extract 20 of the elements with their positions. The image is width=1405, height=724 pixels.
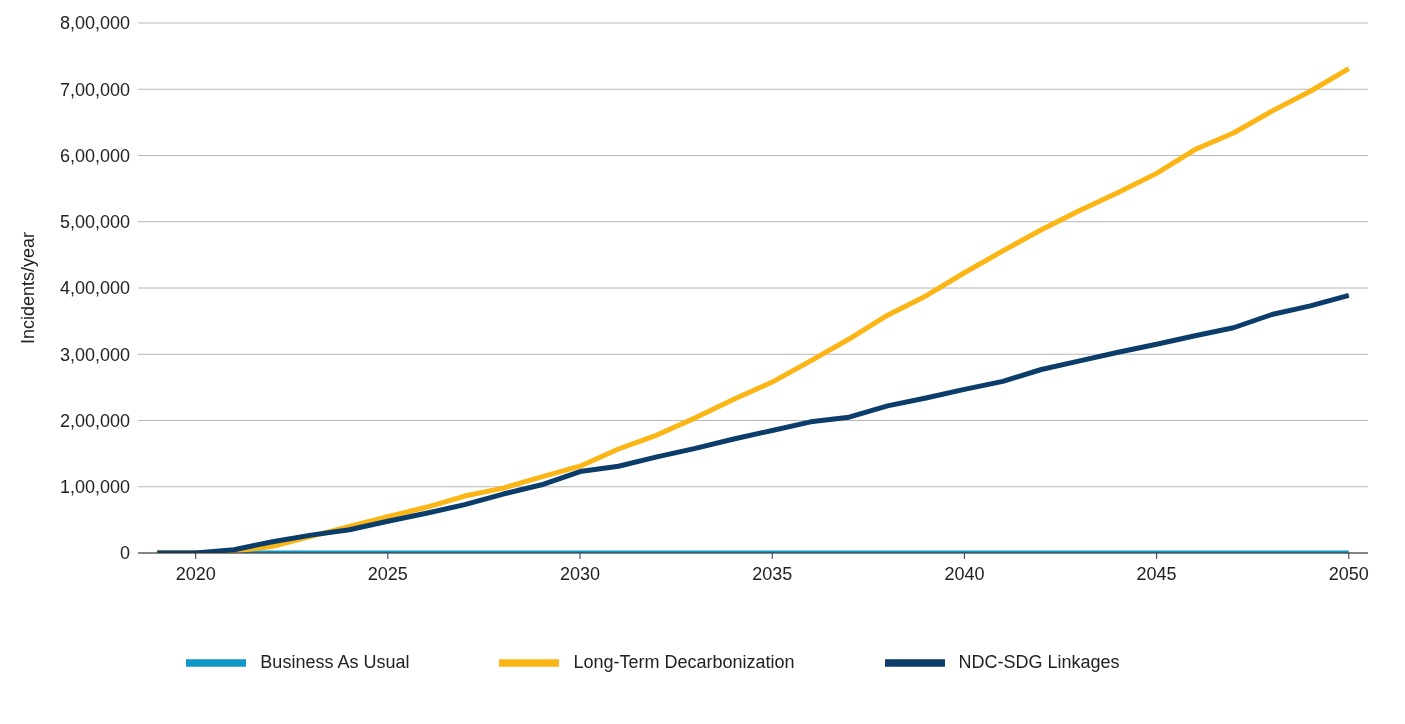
legend-label: NDC-SDG Linkages bbox=[958, 651, 1120, 672]
y-tick-label: 1,00,000 bbox=[59, 477, 130, 498]
y-tick-label: 8,00,000 bbox=[59, 13, 130, 34]
x-tick-label: 2025 bbox=[367, 563, 408, 584]
x-tick-label: 2030 bbox=[560, 563, 601, 584]
y-tick-label: 6,00,000 bbox=[59, 145, 130, 166]
y-tick-label: 2,00,000 bbox=[59, 410, 130, 431]
y-tick-label: 7,00,000 bbox=[59, 79, 130, 100]
y-tick-label: 3,00,000 bbox=[59, 344, 130, 365]
legend-label: Long-Term Decarbonization bbox=[573, 651, 795, 672]
x-tick-label: 2020 bbox=[175, 563, 216, 584]
y-tick-label: 5,00,000 bbox=[59, 212, 130, 233]
x-tick-label: 2045 bbox=[1136, 563, 1177, 584]
x-tick-label: 2050 bbox=[1328, 563, 1369, 584]
y-axis-title: Incidents/year bbox=[18, 231, 39, 345]
y-tick-label: 4,00,000 bbox=[59, 278, 130, 299]
x-tick-label: 2035 bbox=[752, 563, 793, 584]
x-tick-label: 2040 bbox=[944, 563, 985, 584]
legend-label: Business As Usual bbox=[260, 651, 410, 672]
y-tick-label: 0 bbox=[119, 543, 130, 564]
